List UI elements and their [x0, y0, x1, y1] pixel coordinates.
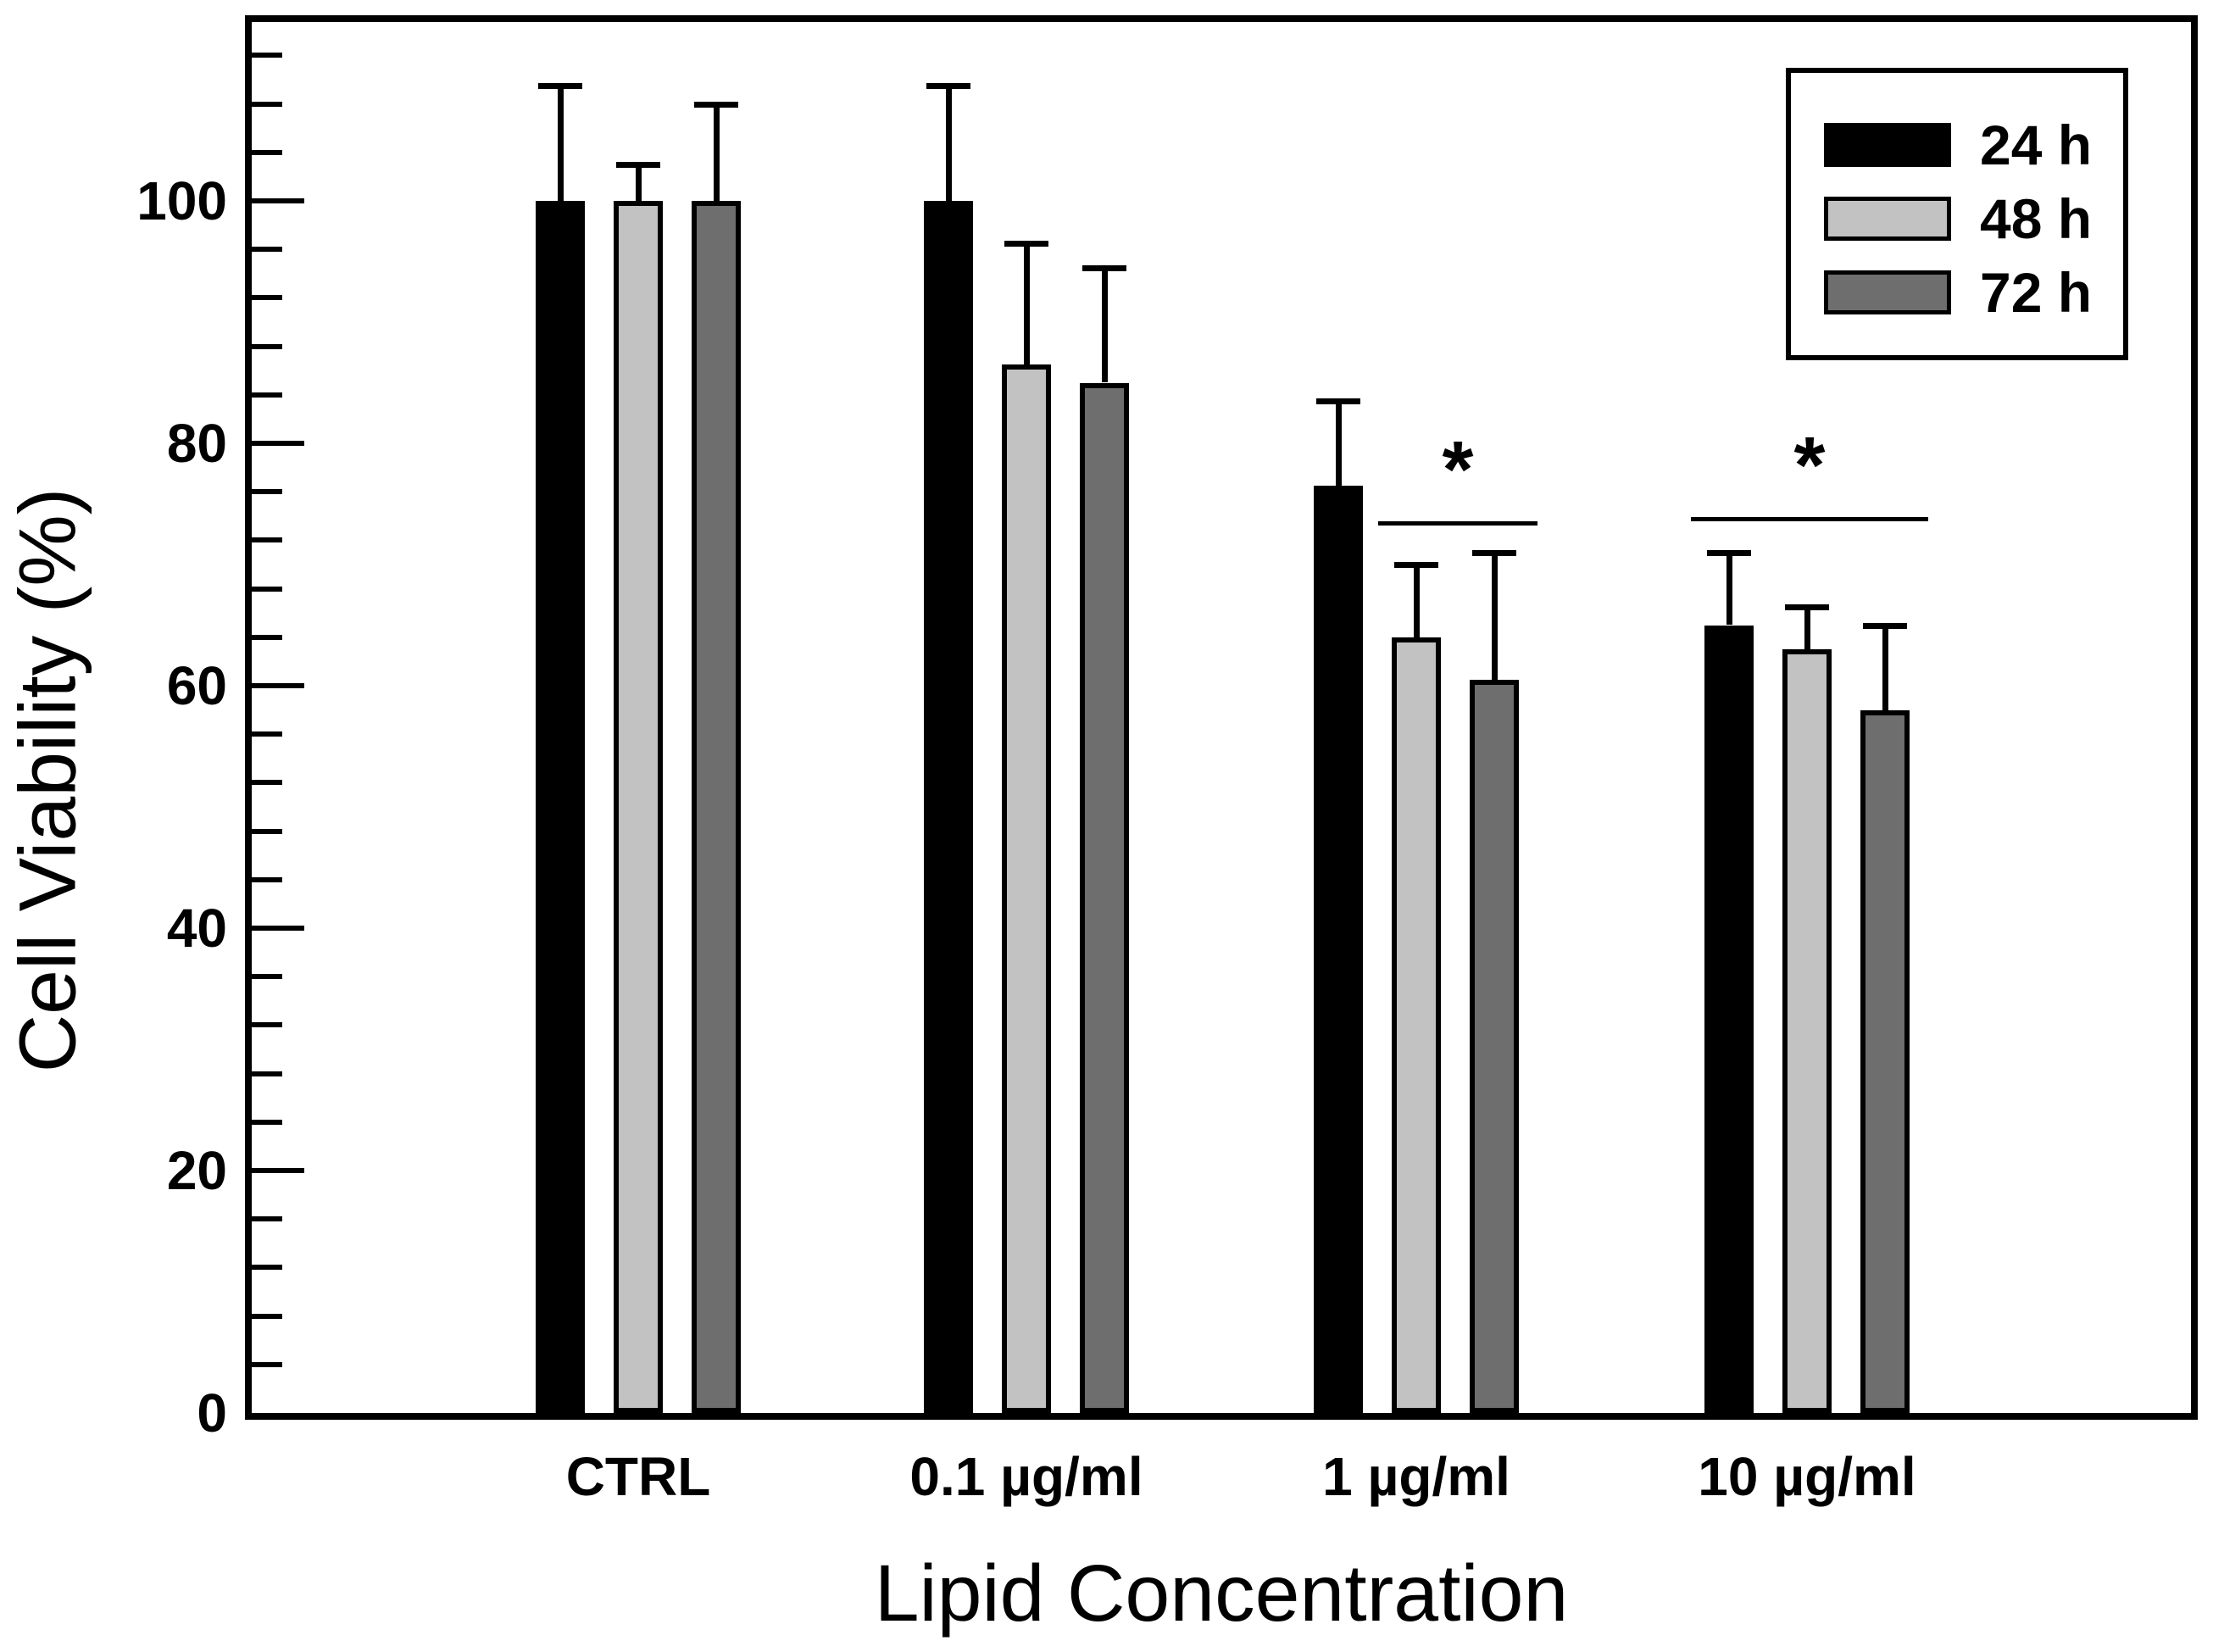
y-minor-tick — [252, 1265, 282, 1271]
legend-row-24-h: 24 h — [1824, 114, 2092, 176]
significance-line — [1378, 520, 1537, 526]
legend-swatch-72-h — [1824, 270, 1951, 314]
y-major-tick — [252, 683, 304, 688]
error-bar-stem — [1336, 400, 1342, 487]
y-minor-tick — [252, 247, 282, 253]
y-minor-tick — [252, 295, 282, 301]
y-minor-tick — [252, 1022, 282, 1028]
bar-48-h-10-g-ml — [1782, 649, 1832, 1413]
y-major-tick — [252, 441, 304, 446]
bar-48-h-1-g-ml — [1392, 637, 1441, 1413]
y-tick-label: 80 — [166, 413, 227, 474]
error-bar-stem — [1102, 267, 1108, 383]
error-bar-cap — [1472, 549, 1516, 556]
y-minor-tick — [252, 53, 282, 58]
bar-48-h-0-1-g-ml — [1002, 364, 1051, 1413]
error-bar-cap — [616, 162, 660, 169]
x-category-label-1-g-ml: 1 µg/ml — [1322, 1446, 1510, 1507]
error-bar-cap — [926, 83, 970, 90]
significance-asterisk: * — [1793, 420, 1826, 511]
error-bar-cap — [538, 83, 582, 90]
y-minor-tick — [252, 1071, 282, 1076]
y-minor-tick — [252, 101, 282, 107]
y-tick-label: 20 — [166, 1140, 227, 1201]
error-bar-cap — [1082, 264, 1126, 271]
x-category-label-0-1-g-ml: 0.1 µg/ml — [909, 1446, 1143, 1507]
error-bar-cap — [1785, 604, 1829, 611]
x-category-label-ctrl: CTRL — [565, 1446, 711, 1507]
error-bar-stem — [946, 86, 952, 201]
legend-row-48-h: 48 h — [1824, 187, 2092, 250]
error-bar-stem — [1024, 243, 1030, 365]
error-bar-cap — [1394, 562, 1438, 568]
error-bar-cap — [1707, 549, 1751, 556]
bar-24-h-ctrl — [536, 201, 585, 1413]
y-minor-tick — [252, 343, 282, 349]
y-minor-tick — [252, 974, 282, 980]
y-minor-tick — [252, 828, 282, 834]
error-bar-cap — [1004, 241, 1048, 248]
y-tick-label: 60 — [166, 655, 227, 716]
significance-line — [1691, 517, 1928, 522]
significance-asterisk: * — [1442, 424, 1474, 515]
y-minor-tick — [252, 1119, 282, 1125]
bar-24-h-10-g-ml — [1704, 625, 1754, 1413]
y-minor-tick — [252, 1361, 282, 1367]
bar-24-h-0-1-g-ml — [924, 201, 973, 1413]
y-minor-tick — [252, 586, 282, 592]
bar-48-h-ctrl — [614, 201, 663, 1413]
error-bar-cap — [694, 101, 738, 108]
bar-24-h-1-g-ml — [1314, 486, 1363, 1413]
y-minor-tick — [252, 392, 282, 398]
y-minor-tick — [252, 1216, 282, 1222]
y-axis-title: Cell Viability (%) — [3, 487, 93, 1073]
y-major-tick — [252, 198, 304, 203]
legend-label-72-h: 72 h — [1980, 261, 2093, 324]
bar-72-h-0-1-g-ml — [1080, 382, 1129, 1413]
error-bar-cap — [1863, 622, 1907, 629]
legend-label-48-h: 48 h — [1980, 187, 2093, 250]
y-tick-label: 0 — [197, 1382, 227, 1443]
y-minor-tick — [252, 1313, 282, 1319]
legend-swatch-24-h — [1824, 123, 1951, 167]
error-bar-cap — [1316, 398, 1360, 404]
legend-row-72-h: 72 h — [1824, 261, 2092, 324]
y-minor-tick — [252, 634, 282, 640]
bar-72-h-1-g-ml — [1470, 679, 1519, 1413]
y-major-tick — [252, 1168, 304, 1173]
error-bar-stem — [558, 86, 564, 201]
y-major-tick — [252, 926, 304, 931]
x-category-label-10-g-ml: 10 µg/ml — [1698, 1446, 1916, 1507]
bar-72-h-ctrl — [692, 201, 741, 1413]
y-tick-label: 40 — [166, 898, 227, 959]
error-bar-stem — [1882, 625, 1888, 710]
error-bar-stem — [636, 164, 642, 201]
legend-label-24-h: 24 h — [1980, 114, 2093, 176]
y-minor-tick — [252, 780, 282, 786]
y-minor-tick — [252, 537, 282, 543]
legend: 24 h 48 h 72 h — [1786, 68, 2128, 360]
y-minor-tick — [252, 149, 282, 155]
bar-72-h-10-g-ml — [1860, 709, 1910, 1413]
y-minor-tick — [252, 731, 282, 737]
error-bar-stem — [1414, 565, 1420, 637]
error-bar-stem — [1726, 552, 1732, 626]
x-axis-title: Lipid Concentration — [874, 1549, 1569, 1638]
legend-swatch-48-h — [1824, 197, 1951, 241]
y-tick-label: 100 — [136, 170, 227, 231]
y-minor-tick — [252, 876, 282, 882]
error-bar-stem — [714, 103, 720, 201]
y-minor-tick — [252, 489, 282, 495]
error-bar-stem — [1804, 607, 1810, 650]
error-bar-stem — [1492, 552, 1498, 680]
